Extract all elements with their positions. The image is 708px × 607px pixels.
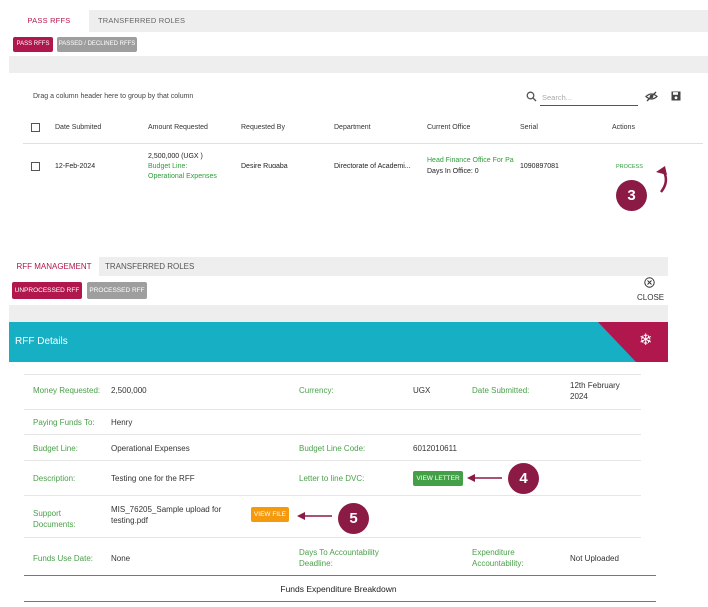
pass-rffs-button[interactable]: PASS RFFS (13, 37, 53, 52)
step-badge-4: 4 (508, 463, 539, 494)
row-divider (24, 374, 641, 375)
select-all-checkbox[interactable] (31, 123, 40, 132)
funds-use-date-value: None (111, 554, 131, 563)
paying-funds-label: Paying Funds To: (33, 418, 95, 427)
breakdown-top-line (24, 575, 656, 576)
search-input[interactable]: Search... (542, 93, 573, 102)
letter-label: Letter to line DVC: (299, 474, 365, 483)
row-amount: 2,500,000 (UGX ) (148, 153, 203, 160)
tab-bar-2: RFF MANAGEMENT TRANSFERRED ROLES (9, 257, 668, 276)
group-hint: Drag a column header here to group by th… (33, 93, 194, 100)
description-label: Description: (33, 474, 76, 483)
funds-use-date-label: Funds Use Date: (33, 554, 94, 563)
column-requested-by[interactable]: Requested By (241, 124, 285, 131)
support-file-name-1: MIS_76205_Sample upload for (111, 505, 222, 514)
column-amount-requested[interactable]: Amount Requested (148, 124, 208, 131)
currency-label: Currency: (299, 386, 334, 395)
row-department: Directorate of Academi... (334, 163, 411, 170)
support-file-name-2: testing.pdf (111, 516, 148, 525)
budget-line-label: Budget Line: (33, 444, 78, 453)
budget-line-value: Operational Expenses (111, 444, 190, 453)
header-divider (23, 143, 703, 144)
view-file-button[interactable]: VIEW FILE (251, 507, 289, 522)
expenditure-label-1: Expenditure (472, 548, 515, 557)
arrow-left-icon (297, 511, 333, 523)
rff-management-panel: RFF MANAGEMENT TRANSFERRED ROLES UNPROCE… (9, 257, 668, 607)
close-button[interactable]: CLOSE (637, 293, 665, 302)
search-icon (526, 91, 537, 104)
description-value: Testing one for the RFF (111, 474, 195, 483)
row-date: 12-Feb-2024 (55, 163, 96, 170)
hide-columns-icon[interactable] (645, 91, 658, 104)
rff-details-title: RFF Details (15, 336, 68, 347)
row-current-office[interactable]: Head Finance Office For Pa (427, 157, 514, 164)
budget-code-value: 6012010611 (413, 444, 457, 453)
row-divider (24, 537, 641, 538)
row-budget-line-label: Budget Line: (148, 163, 188, 170)
breakdown-bottom-line (24, 601, 656, 602)
expenditure-label-2: Accountability: (472, 559, 524, 568)
row-days-in-office: Days In Office: 0 (427, 168, 479, 175)
save-icon[interactable] (671, 91, 681, 103)
breakdown-title: Funds Expenditure Breakdown (280, 584, 397, 594)
step-badge-5: 5 (338, 503, 369, 534)
expenditure-value: Not Uploaded (570, 554, 619, 563)
days-accountability-label-1: Days To Accountability (299, 548, 379, 557)
budget-code-label: Budget Line Code: (299, 444, 366, 453)
tab-rff-management[interactable]: RFF MANAGEMENT (9, 257, 99, 276)
support-documents-label-2: Documents: (33, 520, 76, 529)
unprocessed-rff-button[interactable]: UNPROCESSED RFF (12, 282, 82, 299)
date-submitted-label: Date Submitted: (472, 386, 530, 395)
search-underline (540, 105, 638, 106)
corner-decoration (598, 322, 668, 362)
row-divider (24, 460, 641, 461)
row-divider (24, 495, 641, 496)
date-submitted-line1: 12th February (570, 381, 620, 390)
arrow-left-icon (467, 473, 503, 485)
column-date-submitted[interactable]: Date Submited (55, 124, 102, 131)
close-icon[interactable] (644, 277, 655, 290)
pass-rffs-panel: PASS RFFS TRANSFERRED ROLES PASS RFFS PA… (9, 10, 708, 211)
rff-details-header (9, 322, 668, 362)
tab-bar: PASS RFFS TRANSFERRED ROLES (9, 10, 708, 32)
row-budget-line-value: Operational Expenses (148, 173, 217, 180)
row-divider (24, 434, 641, 435)
column-current-office[interactable]: Current Office (427, 124, 471, 131)
tab-pass-rffs[interactable]: PASS RFFS (9, 10, 89, 32)
column-department[interactable]: Department (334, 124, 371, 131)
column-serial[interactable]: Serial (520, 124, 538, 131)
tab-transferred-roles[interactable]: TRANSFERRED ROLES (98, 16, 186, 25)
row-requested-by: Desire Rugaba (241, 163, 288, 168)
toolbar-strip-2 (9, 305, 668, 322)
days-accountability-label-2: Deadline: (299, 559, 333, 568)
support-documents-label-1: Support (33, 509, 62, 518)
passed-declined-button[interactable]: PASSED / DECLINED RFFS (57, 37, 137, 52)
row-checkbox[interactable] (31, 162, 40, 171)
snowflake-icon: ❄ (639, 332, 653, 349)
paying-funds-value: Henry (111, 418, 133, 427)
process-link[interactable]: PROCESS (616, 164, 643, 170)
view-letter-button[interactable]: VIEW LETTER (413, 471, 463, 486)
currency-value: UGX (413, 386, 431, 395)
processed-rff-button[interactable]: PROCESSED RFF (87, 282, 147, 299)
row-serial: 1090897081 (520, 163, 559, 170)
tab-transferred-roles-2[interactable]: TRANSFERRED ROLES (105, 262, 195, 271)
toolbar-strip (9, 56, 708, 73)
step-badge-3: 3 (616, 180, 647, 211)
row-divider (24, 409, 641, 410)
money-requested-value: 2,500,000 (111, 386, 147, 395)
column-actions: Actions (612, 124, 635, 131)
date-submitted-line2: 2024 (570, 392, 588, 401)
money-requested-label: Money Requested: (33, 386, 101, 395)
curved-arrow-icon (651, 162, 671, 196)
